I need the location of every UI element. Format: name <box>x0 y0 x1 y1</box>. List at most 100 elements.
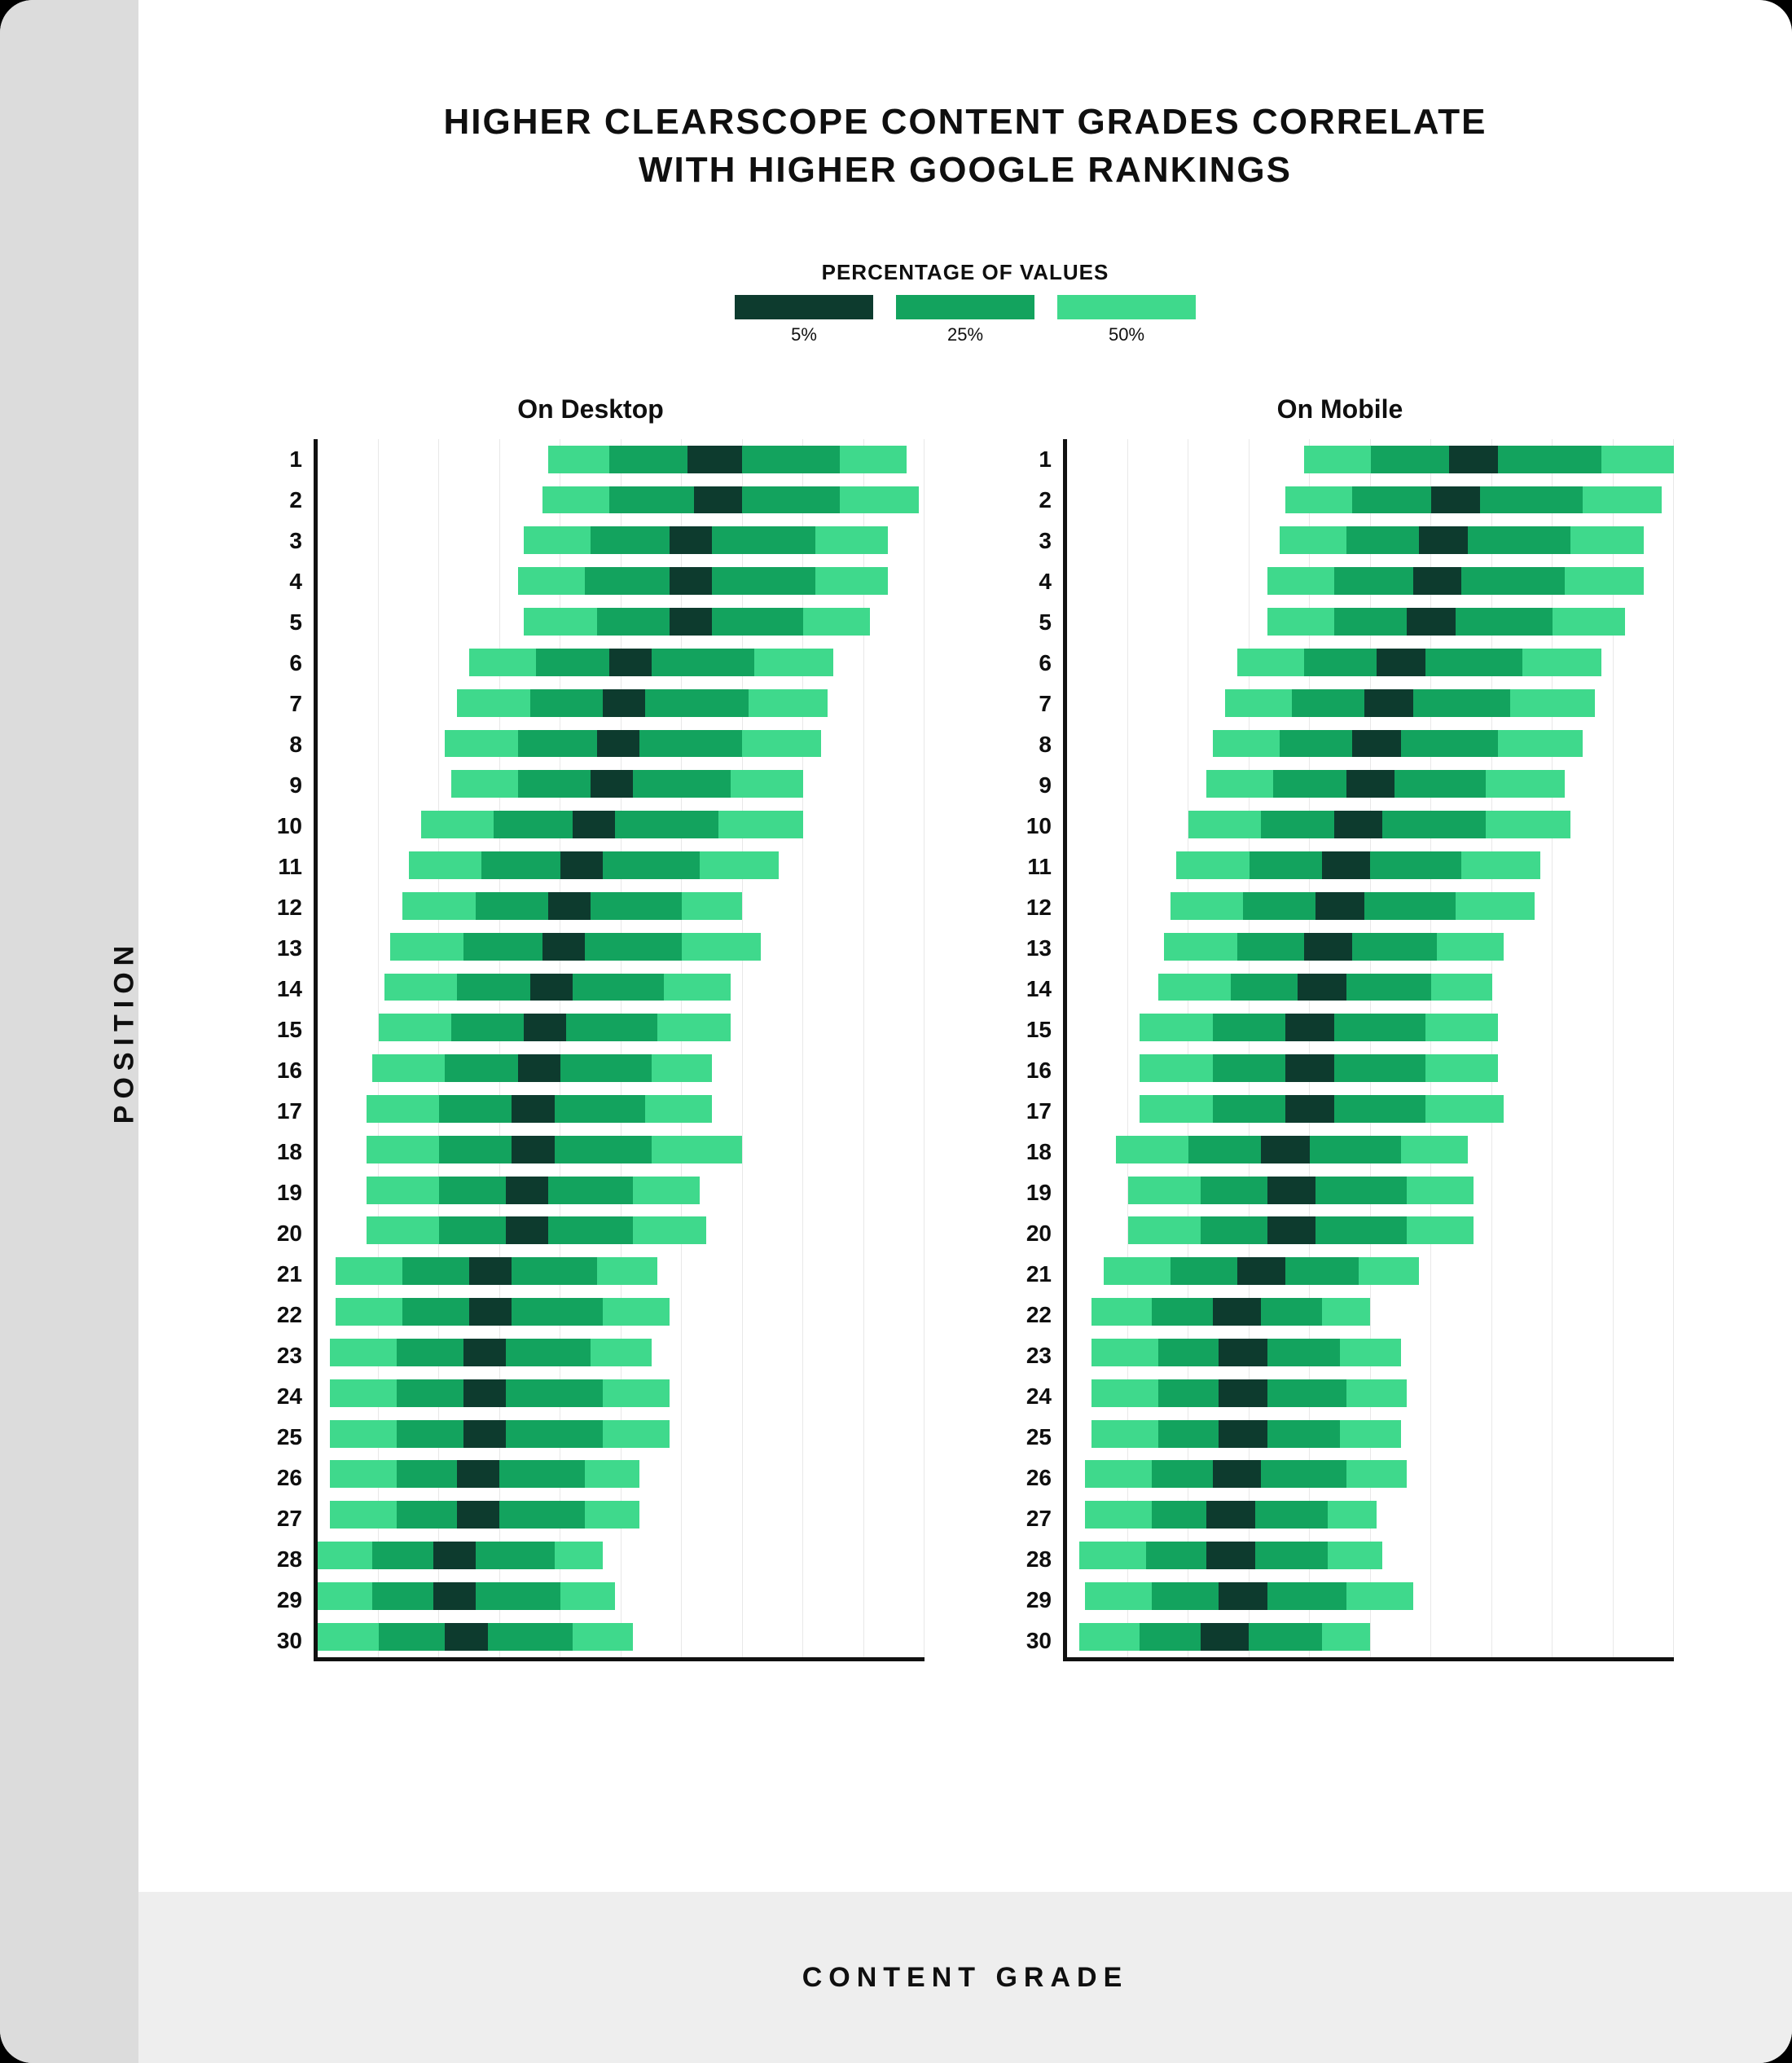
band-5 <box>1449 446 1498 473</box>
band-5 <box>1346 770 1395 798</box>
y-tick: 7 <box>257 684 314 724</box>
band-5 <box>524 1014 566 1041</box>
data-row <box>318 1332 925 1373</box>
band-5 <box>530 974 573 1001</box>
plot-area <box>314 439 925 1661</box>
data-row <box>1067 1576 1674 1617</box>
band-5 <box>694 486 743 514</box>
band-5 <box>1267 1216 1316 1244</box>
data-row <box>318 763 925 804</box>
legend-swatch <box>1057 295 1196 319</box>
legend: PERCENTAGE OF VALUES 5%25%50% <box>187 260 1743 345</box>
data-row <box>1067 1089 1674 1129</box>
data-row <box>1067 724 1674 764</box>
band-5 <box>457 1460 499 1488</box>
data-row <box>1067 926 1674 967</box>
legend-item: 5% <box>735 295 873 345</box>
y-tick: 14 <box>1006 969 1063 1010</box>
y-tick: 7 <box>1006 684 1063 724</box>
band-5 <box>506 1177 548 1204</box>
y-tick: 25 <box>257 1417 314 1458</box>
panels-container: On Desktop123456789101112131415161718192… <box>187 394 1743 1661</box>
data-row <box>1067 804 1674 845</box>
data-row <box>318 967 925 1008</box>
legend-items: 5%25%50% <box>735 295 1196 345</box>
data-row <box>1067 886 1674 926</box>
band-5 <box>1431 486 1480 514</box>
y-tick: 5 <box>1006 602 1063 643</box>
band-5 <box>1219 1420 1267 1448</box>
band-5 <box>1261 1136 1310 1163</box>
y-tick: 11 <box>1006 847 1063 887</box>
y-tick: 8 <box>257 724 314 765</box>
y-tick: 10 <box>1006 806 1063 847</box>
data-row <box>318 886 925 926</box>
y-tick: 9 <box>257 765 314 806</box>
data-row <box>318 1048 925 1089</box>
band-5 <box>433 1542 476 1569</box>
chart-card: POSITION HIGHER CLEARSCOPE CONTENT GRADE… <box>0 0 1792 2063</box>
band-5 <box>670 608 712 636</box>
data-row <box>318 1211 925 1251</box>
chart-body: HIGHER CLEARSCOPE CONTENT GRADES CORRELA… <box>138 0 1792 1892</box>
y-tick: 2 <box>257 480 314 521</box>
y-tick: 16 <box>1006 1050 1063 1091</box>
band-5 <box>591 770 633 798</box>
band-5 <box>1407 608 1456 636</box>
band-5 <box>506 1216 548 1244</box>
y-tick: 26 <box>257 1458 314 1498</box>
y-axis-label: POSITION <box>109 939 141 1124</box>
data-row <box>1067 1617 1674 1657</box>
y-tick: 1 <box>257 439 314 480</box>
band-5 <box>609 649 652 676</box>
band-5 <box>670 526 712 554</box>
data-row <box>1067 1170 1674 1211</box>
band-5 <box>1304 933 1353 961</box>
plot-area <box>1063 439 1674 1661</box>
band-5 <box>548 892 591 920</box>
y-tick: 3 <box>1006 521 1063 561</box>
data-row <box>1067 601 1674 642</box>
chart-title: HIGHER CLEARSCOPE CONTENT GRADES CORRELA… <box>187 98 1743 195</box>
data-row <box>1067 845 1674 886</box>
chart-panel: On Desktop123456789101112131415161718192… <box>257 394 925 1661</box>
data-row <box>1067 480 1674 521</box>
band-5 <box>687 446 742 473</box>
data-row <box>1067 642 1674 683</box>
y-tick: 2 <box>1006 480 1063 521</box>
y-tick: 23 <box>257 1335 314 1376</box>
legend-swatch <box>896 295 1034 319</box>
band-5 <box>1419 526 1468 554</box>
data-row <box>318 683 925 724</box>
y-tick: 6 <box>1006 643 1063 684</box>
y-tick-labels: 1234567891011121314151617181920212223242… <box>257 439 314 1661</box>
y-tick: 21 <box>257 1254 314 1295</box>
title-line-1: HIGHER CLEARSCOPE CONTENT GRADES CORRELA… <box>443 102 1487 142</box>
y-tick: 30 <box>257 1621 314 1661</box>
band-5 <box>573 811 615 838</box>
data-row <box>1067 683 1674 724</box>
band-5 <box>1285 1054 1334 1082</box>
data-row <box>1067 1332 1674 1373</box>
band-5 <box>1213 1460 1262 1488</box>
band-5 <box>463 1379 506 1407</box>
y-tick: 22 <box>1006 1295 1063 1335</box>
band-5 <box>445 1623 487 1651</box>
y-tick: 13 <box>257 928 314 969</box>
band-5 <box>1267 1177 1316 1204</box>
panel-title: On Desktop <box>257 394 925 424</box>
data-row <box>1067 1048 1674 1089</box>
data-row <box>1067 1007 1674 1048</box>
legend-label: 50% <box>1109 324 1144 345</box>
y-tick: 8 <box>1006 724 1063 765</box>
data-row <box>318 724 925 764</box>
y-tick: 29 <box>1006 1580 1063 1621</box>
y-tick-labels: 1234567891011121314151617181920212223242… <box>1006 439 1063 1661</box>
legend-swatch <box>735 295 873 319</box>
data-row <box>1067 1454 1674 1494</box>
y-tick: 3 <box>257 521 314 561</box>
band-5 <box>1285 1014 1334 1041</box>
band-5 <box>1201 1623 1250 1651</box>
band-5 <box>597 730 639 758</box>
band-5 <box>1213 1298 1262 1326</box>
